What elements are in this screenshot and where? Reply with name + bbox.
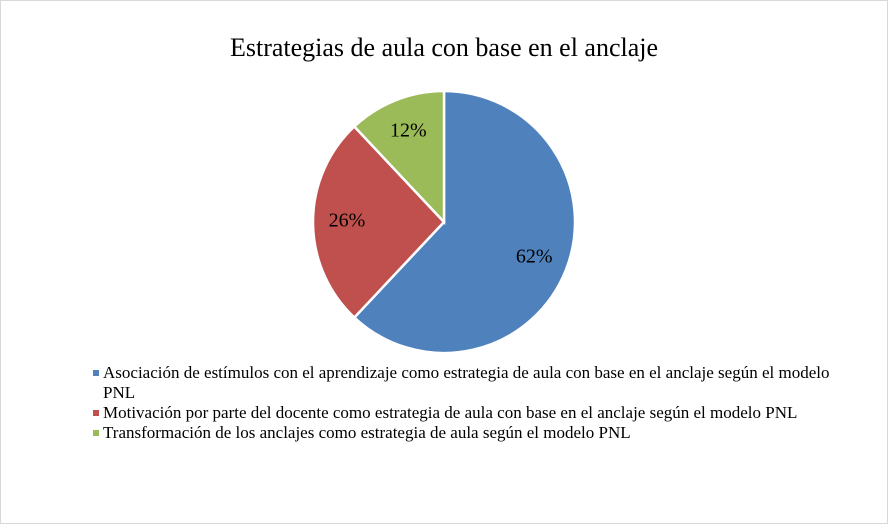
chart-title: Estrategias de aula con base en el ancla… [230,33,658,62]
legend-swatch [93,430,99,436]
legend-label: Asociación de estímulos con el aprendiza… [103,363,830,402]
legend-swatch [93,410,99,416]
data-label: 62% [516,245,553,267]
legend-item: Motivación por parte del docente como es… [93,403,853,423]
pie-slice [311,124,446,320]
legend-label: Motivación por parte del docente como es… [103,403,798,422]
legend-swatch [93,370,99,376]
legend-label: Transformación de los anclajes como estr… [103,423,631,442]
legend: Asociación de estímulos con el aprendiza… [93,363,853,443]
pie-slice [352,89,577,355]
legend-item: Asociación de estímulos con el aprendiza… [93,363,853,403]
pie-slice [352,89,446,226]
data-label: 12% [390,119,427,141]
data-label: 26% [329,210,366,232]
legend-item: Transformación de los anclajes como estr… [93,423,853,443]
